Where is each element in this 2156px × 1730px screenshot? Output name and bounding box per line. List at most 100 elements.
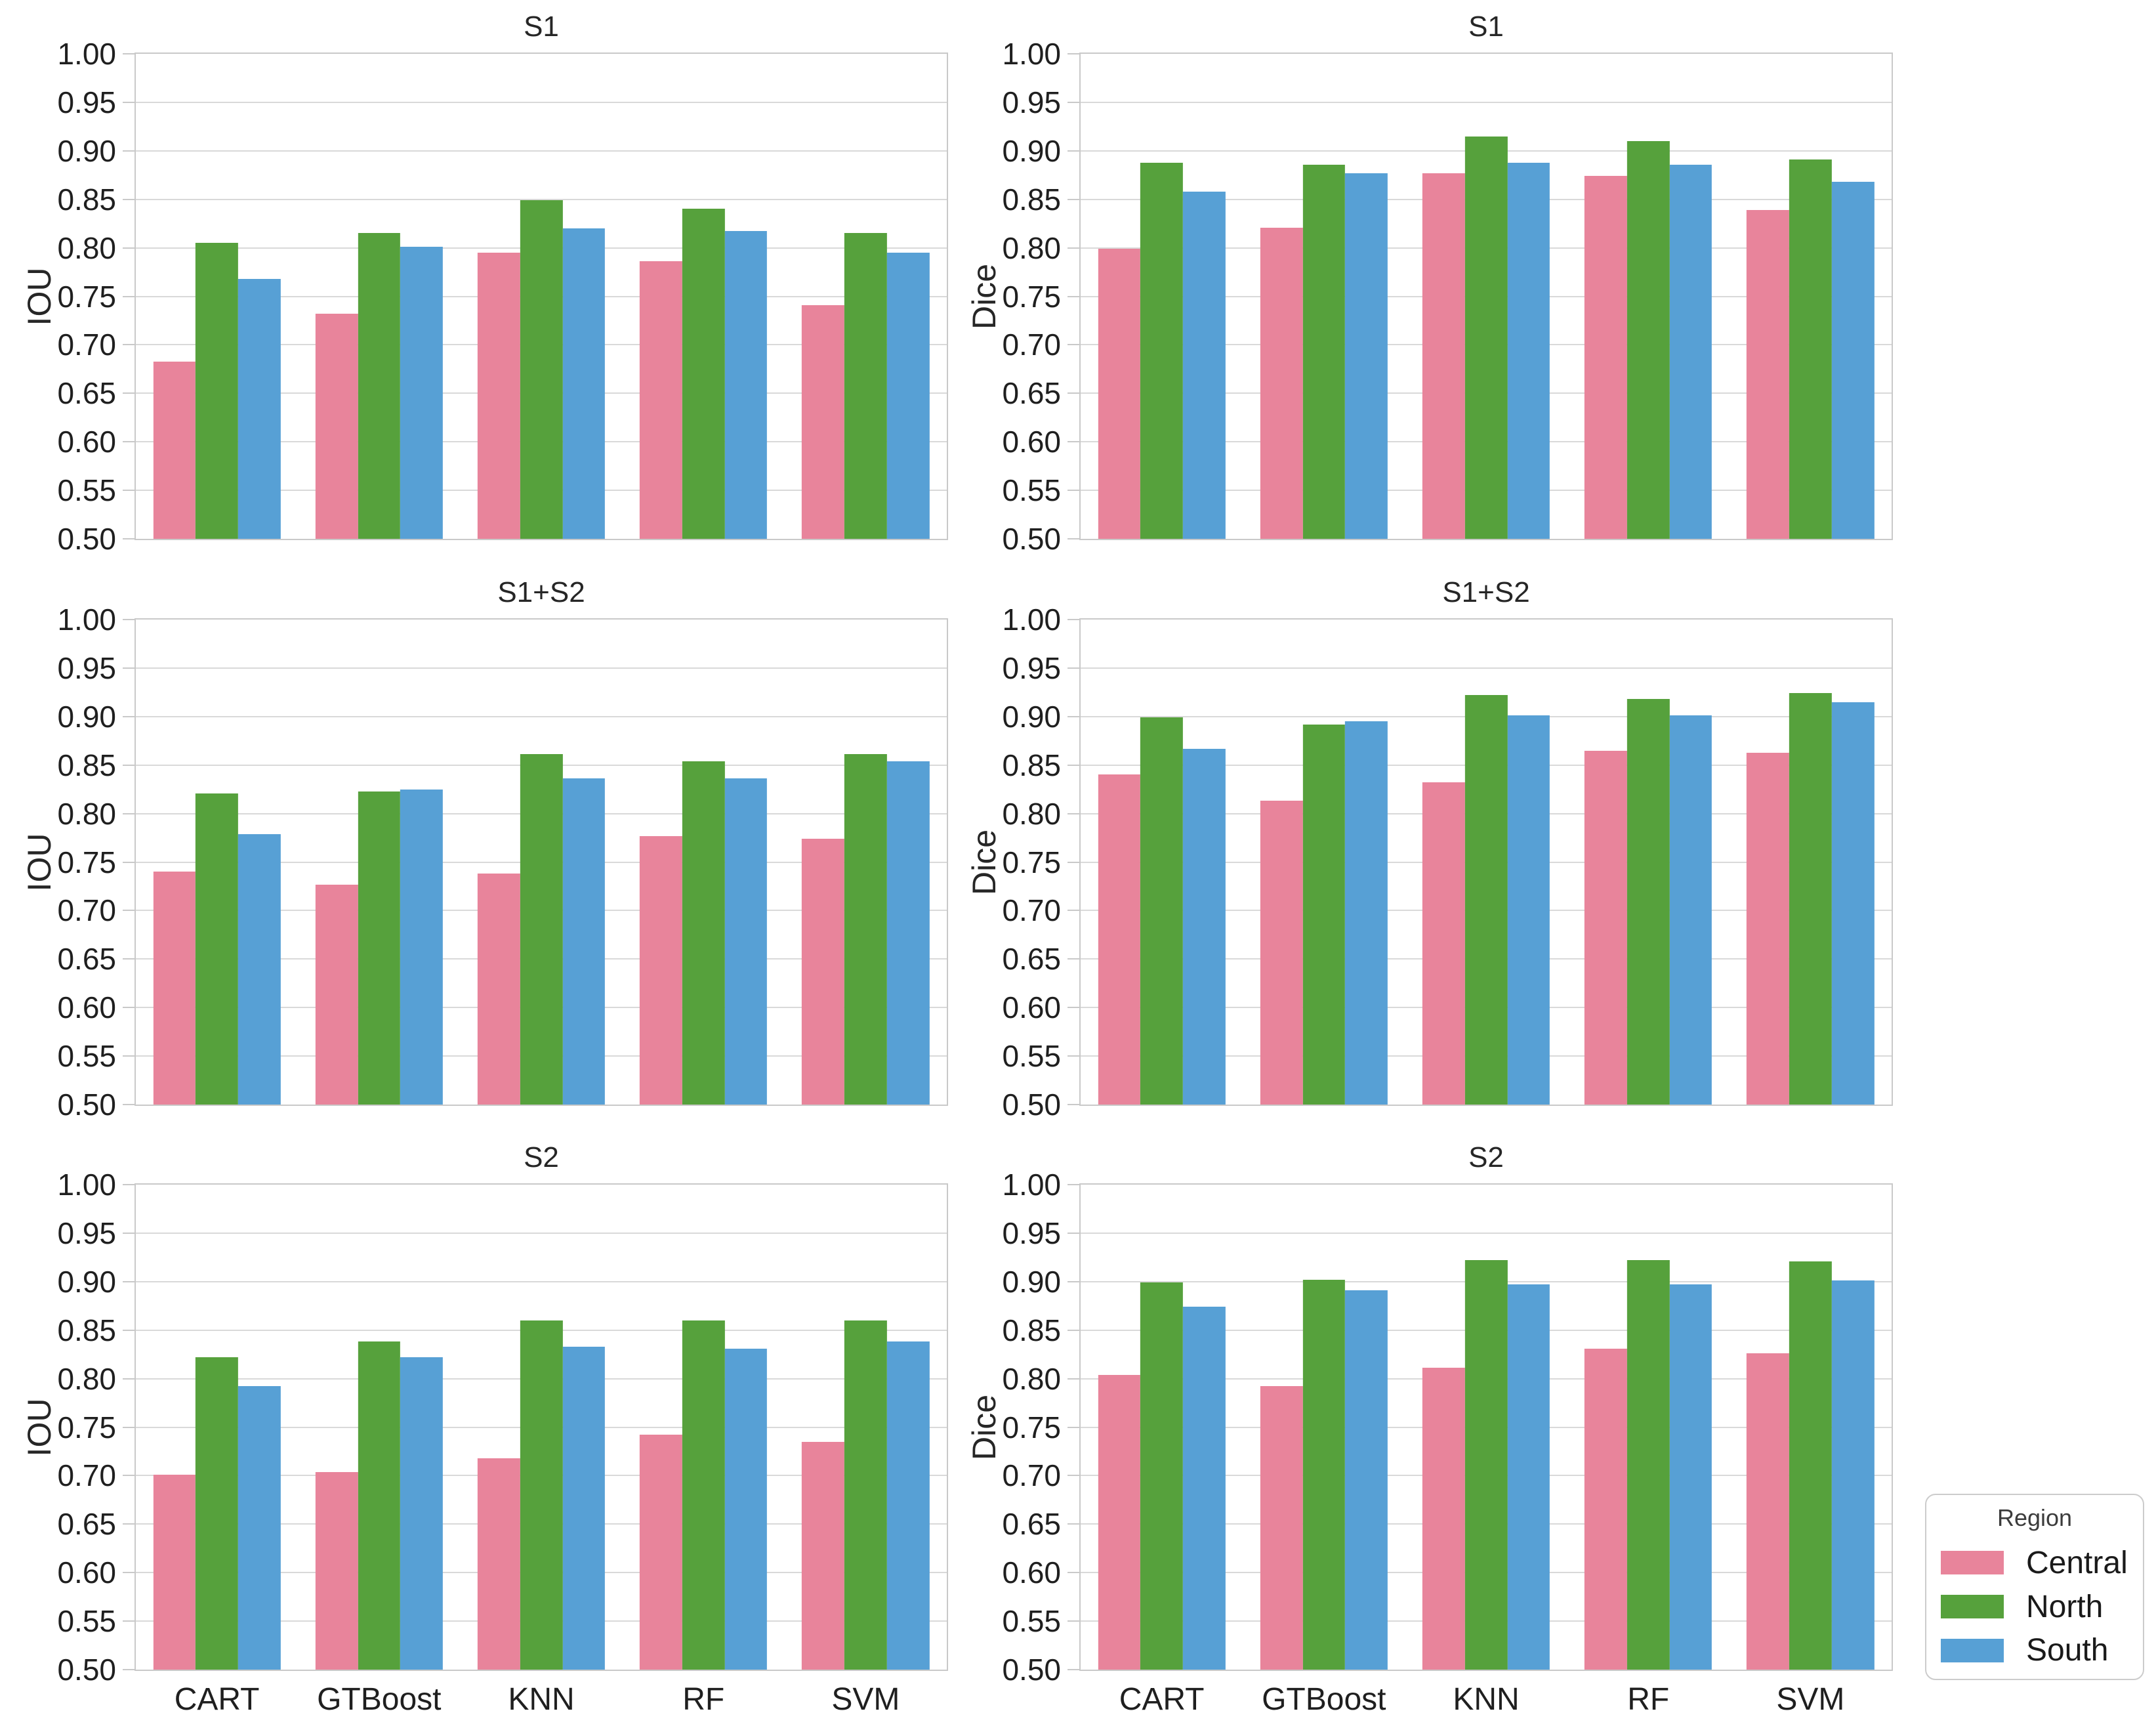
y-tick-mark [123, 1620, 136, 1622]
y-tick-label: 0.85 [57, 182, 116, 217]
y-tick-label: 0.60 [1002, 1555, 1061, 1590]
y-tick-label: 1.00 [1002, 1168, 1061, 1202]
gridline [136, 715, 947, 717]
y-tick-mark [1068, 441, 1081, 443]
bar-group-cart [153, 1185, 281, 1670]
y-tick-mark [1068, 1378, 1081, 1380]
bar-group-rf [1585, 1185, 1712, 1670]
y-tick-mark [123, 910, 136, 912]
bar-south-knn [562, 778, 606, 1105]
y-tick-mark [1068, 1055, 1081, 1057]
bar-south-svm [1831, 1280, 1875, 1670]
bar-central-knn [477, 1458, 520, 1670]
legend-item-central: Central [1941, 1541, 2128, 1585]
bar-central-cart [1098, 1374, 1141, 1670]
bar-group-gtboost [1260, 1185, 1388, 1670]
y-tick-label: 0.65 [57, 942, 116, 977]
y-tick-label: 0.75 [1002, 279, 1061, 314]
bar-central-rf [640, 1435, 682, 1670]
y-tick-mark [123, 764, 136, 766]
y-tick-label: 1.00 [57, 37, 116, 71]
y-tick-mark [1068, 1104, 1081, 1105]
bar-south-rf [1669, 715, 1712, 1105]
y-tick-mark [1068, 1523, 1081, 1525]
y-tick-mark [123, 392, 136, 394]
bar-central-knn [1422, 1368, 1465, 1670]
bar-group-rf [640, 620, 768, 1105]
bar-south-knn [1507, 1284, 1550, 1670]
y-tick-mark [1068, 1184, 1081, 1185]
y-tick-label: 0.85 [57, 1313, 116, 1347]
y-tick-label: 0.60 [57, 425, 116, 459]
y-tick-label: 0.65 [57, 376, 116, 411]
y-tick-mark [1068, 1007, 1081, 1009]
y-tick-label: 1.00 [1002, 37, 1061, 71]
y-tick-mark [123, 1329, 136, 1331]
bar-central-rf [1585, 1348, 1627, 1670]
y-tick-mark [1068, 295, 1081, 297]
bar-south-knn [1507, 162, 1550, 539]
bar-south-svm [886, 761, 930, 1105]
y-tick-mark [1068, 150, 1081, 152]
bar-north-knn [520, 754, 563, 1105]
bar-group-knn [1422, 620, 1550, 1105]
legend-item-south: South [1941, 1628, 2128, 1672]
bar-north-svm [844, 1320, 887, 1670]
y-axis-label: IOU [21, 833, 58, 891]
y-tick-mark [123, 619, 136, 620]
bar-south-rf [724, 778, 768, 1105]
y-tick-label: 0.85 [57, 748, 116, 782]
y-tick-label: 0.60 [57, 1555, 116, 1590]
y-tick-mark [1068, 1572, 1081, 1574]
bar-central-svm [1747, 209, 1790, 539]
y-tick-mark [1068, 1669, 1081, 1670]
y-tick-mark [123, 1572, 136, 1574]
y-tick-mark [1068, 247, 1081, 249]
bar-group-rf [640, 1185, 768, 1670]
legend-title: Region [1997, 1504, 2073, 1531]
legend-label-north: North [2026, 1589, 2104, 1624]
bar-group-svm [802, 620, 930, 1105]
y-tick-mark [1068, 1620, 1081, 1622]
bar-central-knn [1422, 173, 1465, 539]
bar-north-rf [1627, 1260, 1670, 1670]
y-tick-label: 0.75 [1002, 1410, 1061, 1445]
bar-north-cart [196, 1357, 238, 1670]
y-tick-label: 0.95 [1002, 85, 1061, 119]
bar-south-cart [238, 1386, 281, 1670]
bar-north-rf [682, 209, 725, 539]
bar-central-rf [1585, 750, 1627, 1105]
bar-group-svm [1747, 1185, 1875, 1670]
y-tick-mark [1068, 861, 1081, 863]
subplot-s2-iou: S2 IOU 1.00 0.95 0.90 0.85 0.80 0.75 0.70 0.65 0.6… [21, 1141, 948, 1717]
bar-group-gtboost [315, 54, 443, 539]
bar-south-rf [1669, 1284, 1712, 1670]
bar-south-rf [724, 231, 768, 539]
y-tick-mark [123, 1055, 136, 1057]
bar-south-rf [1669, 164, 1712, 539]
legend-label-south: South [2026, 1633, 2109, 1668]
bar-central-gtboost [315, 884, 358, 1105]
bar-group-knn [1422, 54, 1550, 539]
subplot-title: S2 [524, 1141, 559, 1173]
y-tick-mark [123, 344, 136, 346]
y-tick-label: 0.95 [57, 1215, 116, 1250]
y-tick-label: 0.50 [57, 1087, 116, 1122]
y-tick-label: 0.65 [57, 1507, 116, 1542]
y-tick-label: 0.85 [1002, 182, 1061, 217]
bar-central-knn [1422, 782, 1465, 1105]
y-tick-mark [123, 1280, 136, 1282]
y-tick-mark [123, 715, 136, 717]
bar-group-knn [477, 54, 606, 539]
y-tick-label: 0.70 [57, 893, 116, 928]
bar-north-knn [520, 200, 563, 539]
bar-central-rf [1585, 176, 1627, 539]
gridline [136, 1232, 947, 1234]
y-tick-mark [1068, 1475, 1081, 1477]
y-tick-label: 0.95 [1002, 650, 1061, 685]
bar-group-svm [802, 54, 930, 539]
bar-north-cart [196, 243, 238, 539]
bar-group-cart [153, 620, 281, 1105]
y-tick-label: 0.55 [57, 473, 116, 508]
y-tick-label: 0.70 [1002, 893, 1061, 928]
